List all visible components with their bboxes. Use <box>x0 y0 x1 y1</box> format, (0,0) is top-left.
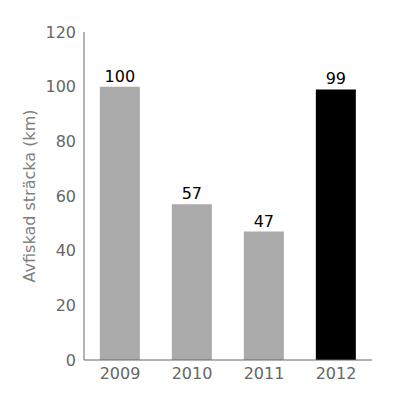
svg-text:100: 100 <box>105 67 136 86</box>
svg-text:40: 40 <box>56 241 76 260</box>
svg-text:57: 57 <box>182 184 202 203</box>
svg-text:20: 20 <box>56 296 76 315</box>
svg-text:Avfiskad sträcka (km): Avfiskad sträcka (km) <box>20 110 39 283</box>
svg-text:2012: 2012 <box>316 364 357 383</box>
svg-text:60: 60 <box>56 187 76 206</box>
svg-text:99: 99 <box>326 69 346 88</box>
svg-text:120: 120 <box>45 23 76 42</box>
svg-text:80: 80 <box>56 132 76 151</box>
svg-text:100: 100 <box>45 77 76 96</box>
svg-text:47: 47 <box>254 212 274 231</box>
svg-text:2010: 2010 <box>172 364 213 383</box>
svg-text:0: 0 <box>66 351 76 370</box>
svg-text:2009: 2009 <box>100 364 141 383</box>
svg-text:2011: 2011 <box>244 364 285 383</box>
